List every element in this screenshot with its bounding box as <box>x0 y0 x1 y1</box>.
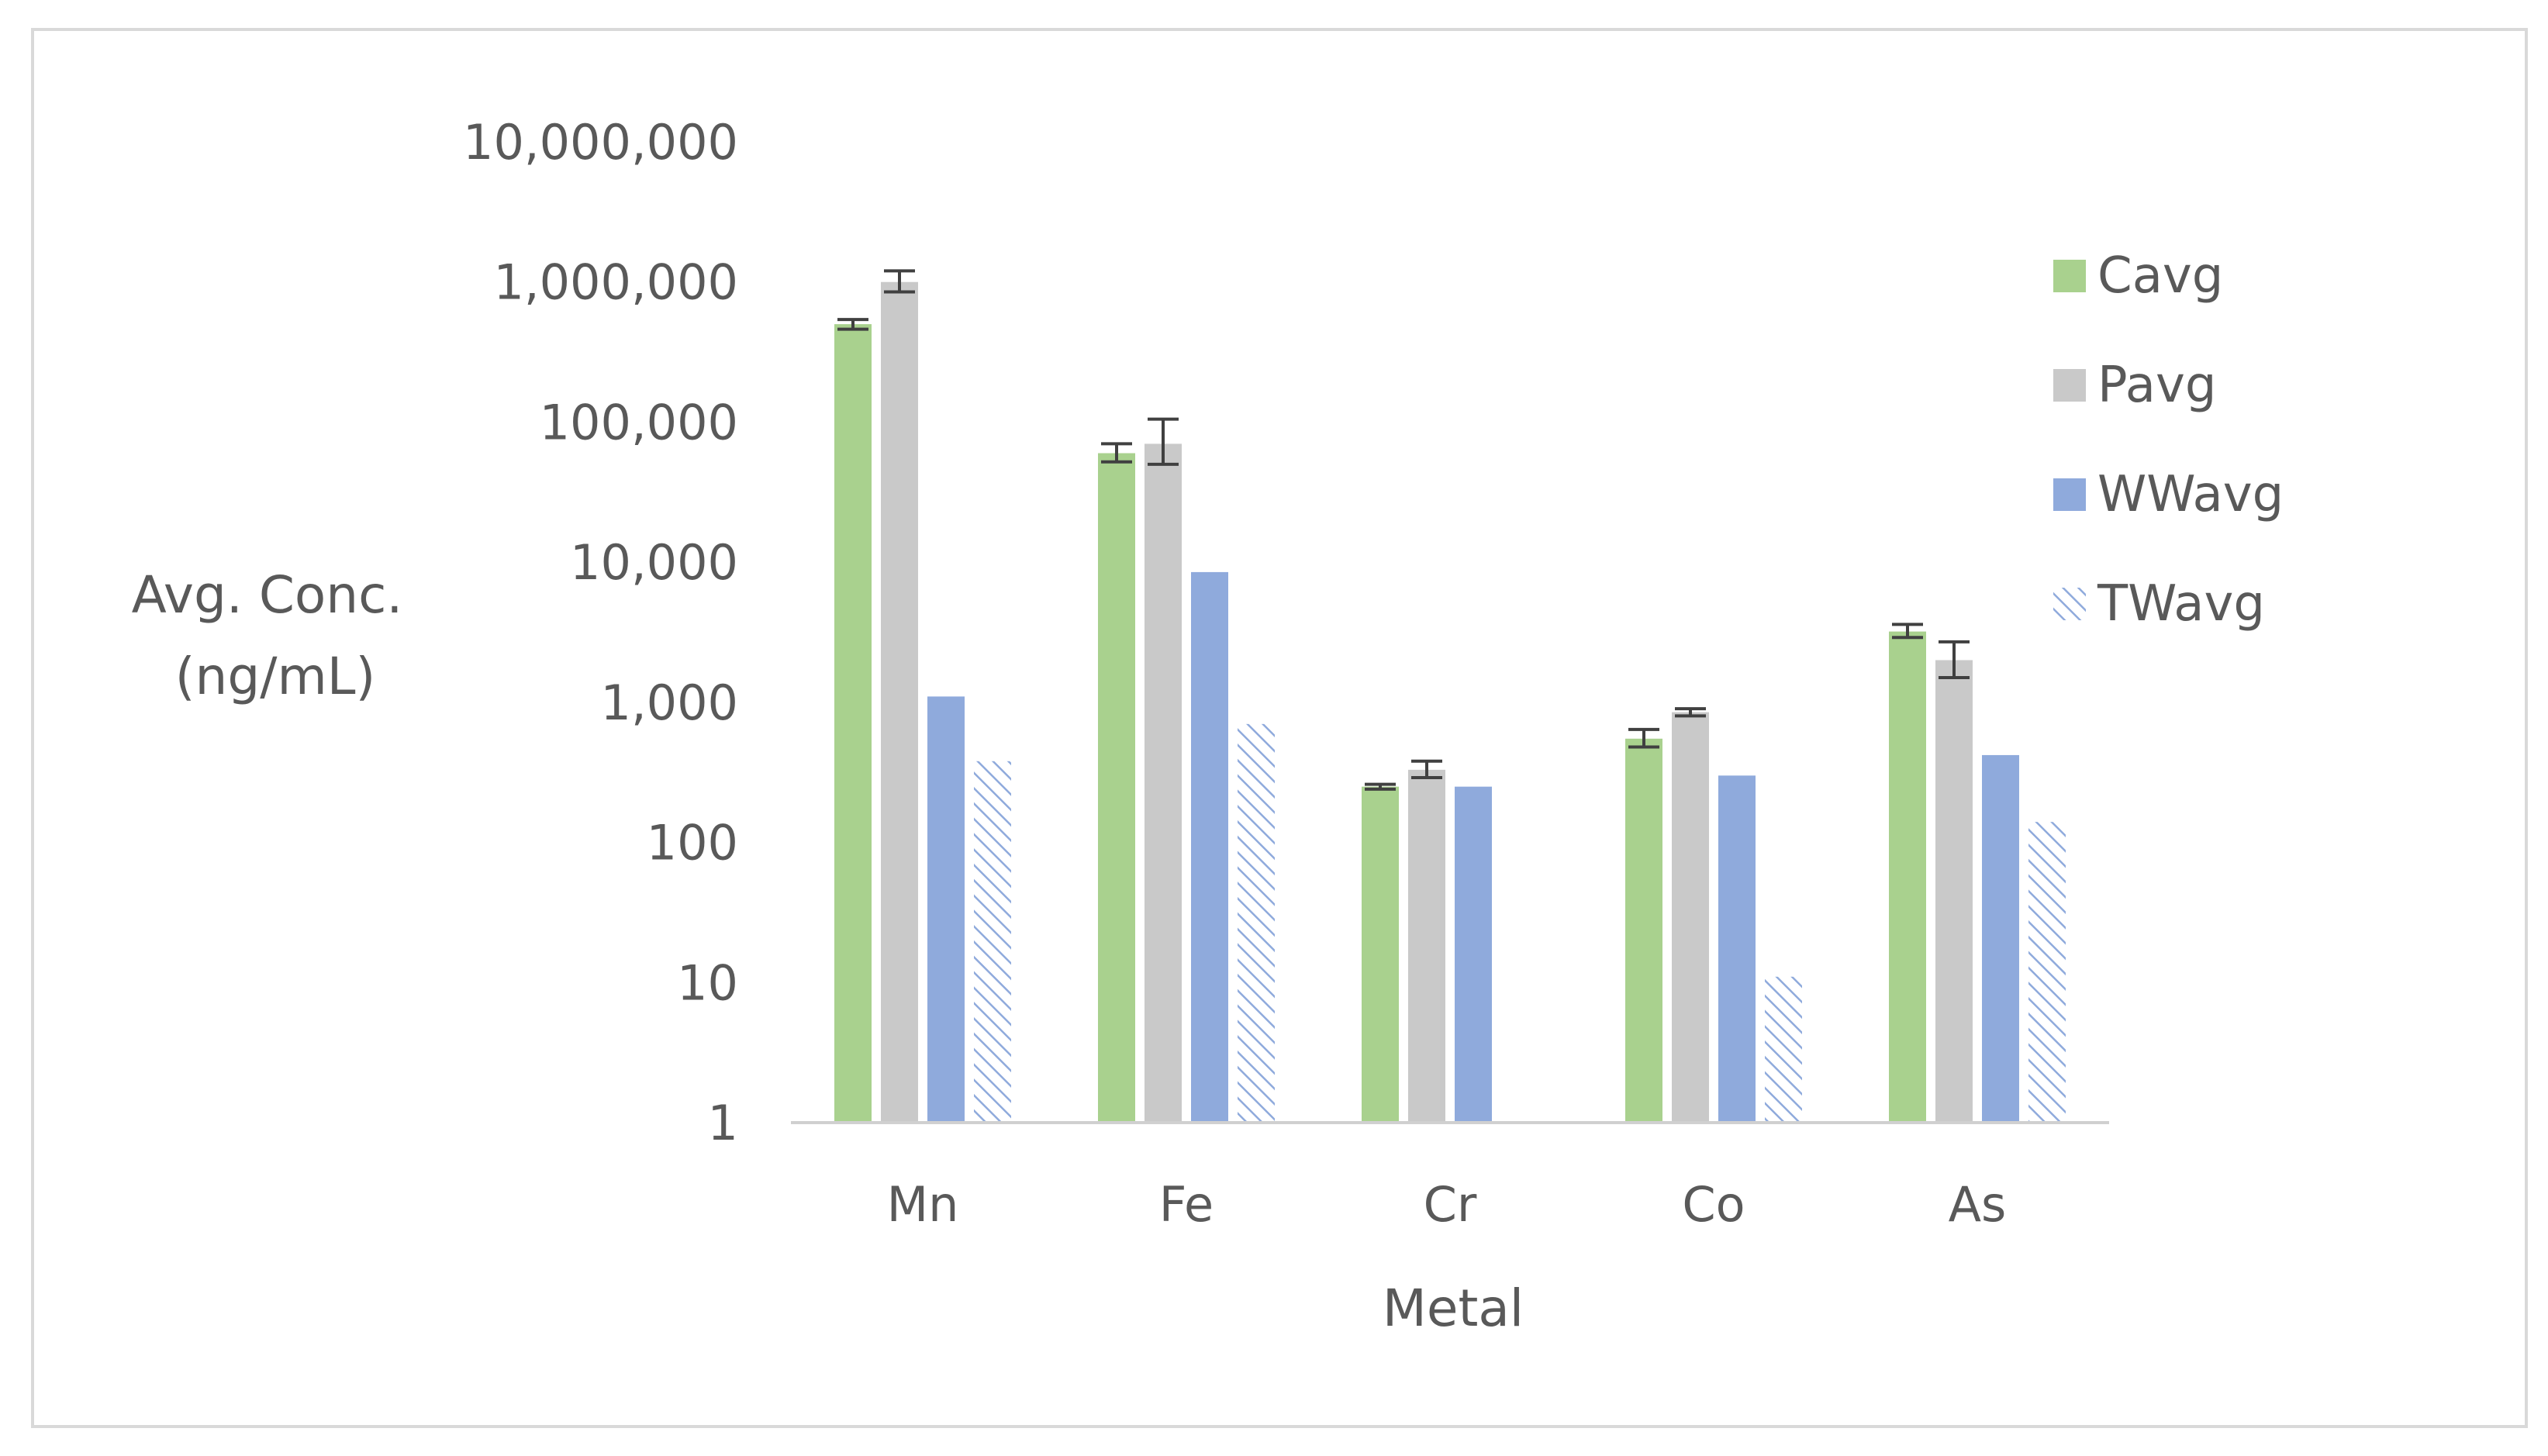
error-bar-pavg-fe <box>1148 417 1179 466</box>
bar-twavg-mn <box>974 761 1011 1123</box>
error-bar-pavg-co <box>1675 707 1706 718</box>
error-bar-cavg-fe <box>1101 442 1132 464</box>
y-axis-title-line-1: Avg. Conc. <box>132 565 403 625</box>
bar-pavg-mn <box>881 281 918 1123</box>
error-bar-cavg-cr <box>1365 782 1396 791</box>
bar-pavg-as <box>1935 660 1973 1123</box>
y-axis-title-line-2: (ng/mL) <box>175 647 376 706</box>
bar-pavg-cr <box>1408 769 1445 1123</box>
bar-wwavg-mn <box>927 696 965 1123</box>
bar-twavg-as <box>2028 822 2066 1123</box>
legend-swatch-cavg <box>2053 260 2086 292</box>
x-tick-label-co: Co <box>1682 1176 1745 1233</box>
error-bar-pavg-mn <box>884 269 915 294</box>
plot-area <box>834 269 2066 1123</box>
legend-label-pavg: Pavg <box>2097 357 2216 414</box>
bar-wwavg-fe <box>1191 571 1228 1123</box>
x-tick-label-cr: Cr <box>1424 1176 1477 1233</box>
y-tick-label-1: 10 <box>677 954 738 1011</box>
bar-cavg-as <box>1889 631 1926 1123</box>
legend-swatch-pavg <box>2053 369 2086 402</box>
y-tick-label-7: 10,000,000 <box>463 114 738 171</box>
bar-twavg-fe <box>1238 723 1275 1123</box>
bar-cavg-co <box>1625 738 1662 1123</box>
bar-wwavg-co <box>1718 775 1756 1123</box>
x-axis-title: Metal <box>1383 1278 1524 1338</box>
error-bar-pavg-cr <box>1411 759 1442 780</box>
legend-swatch-wwavg <box>2053 478 2086 511</box>
legend-label-twavg: TWavg <box>2097 575 2265 633</box>
bar-cavg-fe <box>1098 453 1135 1123</box>
x-tick-label-fe: Fe <box>1159 1176 1214 1233</box>
y-tick-label-6: 1,000,000 <box>493 254 738 311</box>
legend-label-wwavg: WWavg <box>2097 466 2284 523</box>
y-tick-label-0: 1 <box>708 1095 738 1151</box>
bar-wwavg-cr <box>1455 786 1492 1123</box>
x-tick-label-as: As <box>1949 1176 2007 1233</box>
y-axis-title: Avg. Conc. (ng/mL) <box>132 565 419 706</box>
y-tick-label-4: 10,000 <box>570 534 738 591</box>
y-tick-label-3: 1,000 <box>601 675 739 731</box>
bar-wwavg-as <box>1982 754 2019 1123</box>
x-tick-label-mn: Mn <box>887 1176 959 1233</box>
legend: Cavg Pavg WWavg TWavg <box>2053 247 2284 633</box>
bar-twavg-co <box>1765 976 1802 1123</box>
error-bar-pavg-as <box>1939 640 1970 680</box>
bar-pavg-co <box>1672 712 1709 1123</box>
x-axis-ticks: Mn Fe Cr Co As <box>887 1176 2007 1233</box>
y-axis-ticks: 1 10 100 1,000 10,000 100,000 1,000,000 10,000,… <box>463 114 738 1151</box>
y-tick-label-2: 100 <box>647 815 738 871</box>
bar-cavg-mn <box>834 324 872 1123</box>
y-tick-label-5: 100,000 <box>540 394 738 450</box>
error-bar-cavg-as <box>1892 623 1923 640</box>
error-bar-cavg-co <box>1628 727 1659 749</box>
chart-frame <box>31 28 2528 1428</box>
bar-pavg-fe <box>1145 443 1182 1123</box>
error-bar-cavg-mn <box>837 318 868 331</box>
legend-label-cavg: Cavg <box>2097 247 2223 305</box>
bar-cavg-cr <box>1362 786 1399 1123</box>
legend-swatch-twavg <box>2053 588 2086 620</box>
